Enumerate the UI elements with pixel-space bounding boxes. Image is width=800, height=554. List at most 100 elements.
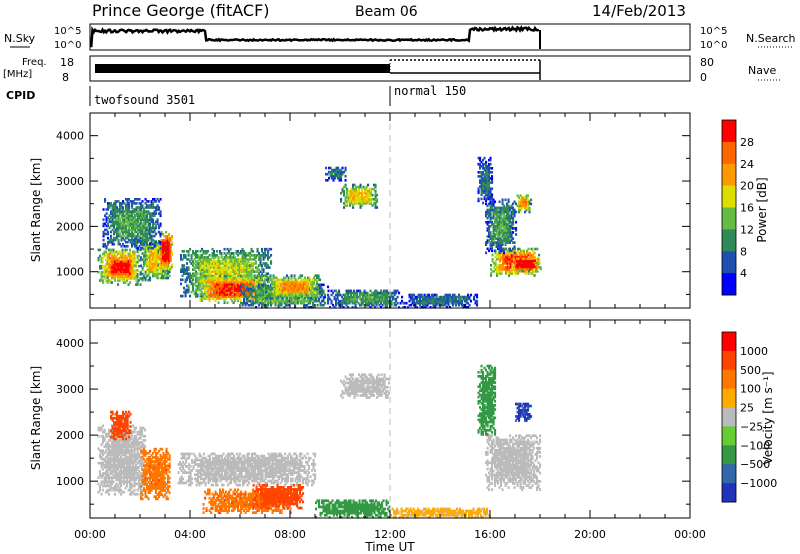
data-cell [310, 306, 313, 309]
data-cell [280, 294, 283, 298]
data-cell [152, 202, 155, 205]
data-cell [141, 230, 144, 234]
data-cell [405, 301, 408, 305]
data-cell [244, 270, 247, 273]
data-cell [423, 306, 426, 309]
data-cell [247, 278, 250, 282]
data-cell [356, 191, 359, 195]
data-cell [300, 299, 303, 303]
data-cell [370, 198, 373, 201]
data-cell [222, 295, 225, 298]
data-cell [500, 214, 503, 218]
data-cell [347, 198, 350, 201]
data-cell [149, 232, 152, 236]
data-cell [359, 198, 362, 201]
data-cell [267, 264, 270, 267]
data-cell [321, 299, 324, 303]
data-cell [146, 268, 149, 272]
data-cell [311, 284, 314, 288]
data-cell [144, 272, 147, 276]
data-cell [496, 268, 499, 271]
data-cell [347, 306, 350, 309]
data-cell [128, 204, 131, 207]
data-cell [244, 289, 247, 292]
data-cell [143, 232, 146, 236]
data-cell [199, 299, 202, 302]
data-cell [126, 222, 129, 226]
data-cell [389, 297, 392, 301]
data-cell [537, 257, 540, 260]
data-cell [480, 191, 483, 195]
data-cell [374, 306, 377, 309]
data-cell [152, 224, 155, 228]
data-cell [140, 230, 143, 234]
data-cell [141, 226, 144, 230]
data-cell [434, 299, 437, 303]
data-cell [370, 191, 373, 195]
data-cell [129, 264, 132, 267]
data-cell [374, 291, 377, 295]
data-cell [166, 259, 169, 263]
data-cell [269, 294, 272, 298]
data-cell [144, 202, 147, 205]
data-cell [152, 274, 155, 278]
data-cell [364, 202, 367, 205]
data-cell [138, 214, 141, 217]
data-cell [118, 260, 121, 263]
data-cell [356, 200, 359, 203]
data-cell [219, 295, 222, 298]
data-cell [331, 168, 334, 172]
data-cell [192, 252, 195, 255]
data-cell [141, 222, 144, 226]
data-cell [529, 261, 532, 265]
data-cell [259, 276, 262, 280]
data-cell [311, 288, 314, 292]
data-cell [275, 276, 278, 280]
data-cell [133, 252, 136, 256]
data-cell [113, 208, 116, 211]
data-cell [378, 297, 381, 301]
data-cell [488, 235, 491, 238]
data-cell [103, 264, 106, 268]
data-cell [222, 281, 225, 284]
data-cell [291, 299, 294, 303]
data-cell [301, 288, 304, 292]
data-cell [235, 258, 238, 261]
data-cell [210, 266, 213, 269]
data-cell [198, 256, 201, 259]
data-cell [281, 280, 284, 284]
data-cell [128, 212, 131, 215]
data-cell [491, 223, 494, 226]
data-cell [465, 295, 468, 299]
data-cell [256, 287, 259, 291]
data-cell [126, 202, 129, 205]
data-cell [223, 291, 226, 294]
data-cell [201, 262, 204, 265]
data-cell [532, 253, 535, 257]
data-cell [134, 224, 137, 228]
data-cell [422, 301, 425, 305]
data-cell [307, 284, 310, 288]
data-cell [126, 260, 129, 263]
data-cell [100, 275, 103, 278]
data-cell [364, 191, 367, 195]
data-cell [506, 268, 509, 271]
data-cell [262, 256, 265, 259]
data-cell [130, 256, 133, 260]
data-cell [217, 297, 220, 300]
data-cell [286, 286, 289, 290]
data-cell [156, 270, 159, 274]
data-cell [130, 271, 133, 274]
data-cell [361, 198, 364, 201]
data-cell [395, 297, 398, 301]
data-cell [521, 253, 524, 257]
data-cell [261, 289, 264, 293]
data-cell [217, 258, 220, 261]
data-cell [456, 295, 459, 299]
data-cell [156, 244, 159, 247]
data-cell [370, 202, 373, 205]
data-cell [149, 258, 152, 261]
data-cell [132, 260, 135, 263]
data-cell [266, 294, 269, 298]
data-cell [281, 294, 284, 298]
